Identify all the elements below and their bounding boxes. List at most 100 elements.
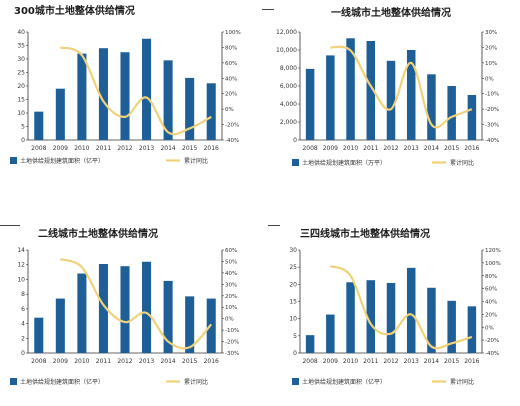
x-tick-label: 2015 [182, 145, 197, 152]
y-tick-label: 10 [17, 276, 25, 283]
chart-svg: 0 5 10 15 20 25 30 35 40 -40% -20% 0% 20% 40% 60% 80% 10… [10, 29, 241, 165]
x-tick-label: 2008 [31, 145, 46, 152]
y2-tick-label: -10% [225, 328, 239, 334]
chart-panel-300-cities: 300城市土地整体供给情况 0 5 10 15 20 25 30 35 40 -40% -20% 0%… [0, 0, 255, 200]
y2-tick-label: 0% [485, 76, 494, 82]
x-tick-label: 2008 [31, 358, 46, 365]
legend-bar-swatch [10, 157, 17, 164]
legend-line-label: 累计同比 [184, 378, 208, 386]
y2-tick-label: -40% [225, 138, 239, 144]
bar [206, 83, 216, 140]
legend-bar-label: 土地供给规划建筑面积（亿平） [20, 157, 104, 165]
yoy-line [329, 265, 473, 350]
corner-rule-right [268, 225, 280, 226]
y2-tick-label: 40% [225, 76, 237, 82]
x-tick-label: 2016 [464, 145, 479, 152]
y2-tick-label: -20% [225, 340, 239, 346]
bar [406, 50, 416, 140]
x-tick-label: 2013 [404, 358, 419, 365]
y-tick-label: 6 [21, 306, 25, 313]
y-tick-label: 14 [17, 247, 25, 254]
bar [467, 95, 477, 140]
x-tick-label: 2016 [204, 358, 219, 365]
y2-tick-label: 30% [485, 30, 497, 36]
x-tick-label: 2009 [53, 145, 68, 152]
x-tick-label: 2009 [323, 145, 338, 152]
y2-tick-label: 40% [225, 271, 237, 277]
y2-tick-label: 80% [485, 274, 497, 280]
x-tick-label: 2015 [444, 145, 459, 152]
y-tick-label: 8,000 [280, 65, 297, 72]
yoy-line [59, 258, 213, 350]
chart-panel-tier2-cities: 二线城市土地整体供给情况 0 2 4 6 8 10 12 14 -30% -20% -10% 0% 10… [0, 205, 255, 406]
x-tick-label: 2012 [117, 145, 132, 152]
legend-bar-label: 土地供给规划建筑面积（亿平） [302, 378, 386, 386]
y2-tick-label: 0% [225, 317, 234, 323]
bar [305, 68, 315, 140]
x-tick-label: 2014 [424, 145, 439, 152]
y-tick-label: 2 [21, 335, 25, 342]
x-tick-label: 2012 [383, 358, 398, 365]
y-tick-label: 5 [293, 333, 297, 340]
x-tick-label: 2008 [302, 358, 317, 365]
y-tick-label: 10 [289, 316, 297, 323]
corner-rule-left [0, 225, 20, 226]
y2-tick-label: 80% [225, 45, 237, 51]
x-tick-label: 2010 [74, 358, 89, 365]
y2-tick-label: -40% [485, 351, 499, 357]
bar [427, 74, 436, 140]
chart-svg: 0 2 4 6 8 10 12 14 -30% -20% -10% 0% 10% 20% 30% 40% 50%… [10, 247, 239, 386]
bar [55, 298, 65, 353]
bar [185, 77, 195, 140]
y-tick-label: 0 [21, 350, 25, 357]
legend-bar-swatch [292, 378, 299, 385]
bar [366, 41, 376, 140]
y-tick-label: 20 [289, 281, 297, 288]
y2-tick-label: 60% [225, 61, 237, 67]
legend-bar-swatch [10, 378, 17, 385]
bar [447, 86, 456, 140]
bar [120, 266, 130, 353]
bar [185, 296, 195, 353]
y2-tick-label: -30% [485, 123, 499, 129]
bar [447, 300, 456, 353]
corner-rule-top-right [262, 9, 274, 10]
bar [77, 53, 87, 140]
chart-title: 300城市土地整体供给情况 [14, 6, 135, 17]
x-tick-label: 2014 [160, 358, 175, 365]
bar [142, 38, 152, 140]
x-tick-label: 2014 [160, 145, 175, 152]
y2-tick-label: 20% [485, 312, 497, 318]
bar [142, 261, 152, 353]
bar [120, 52, 130, 140]
y-tick-label: 25 [289, 264, 297, 271]
y2-tick-label: 50% [225, 259, 237, 265]
y2-tick-label: 20% [485, 45, 497, 51]
legend-line-label: 累计同比 [450, 159, 474, 167]
y2-tick-label: 100% [225, 30, 241, 36]
y2-tick-label: 0% [485, 325, 494, 331]
y-tick-label: 6,000 [280, 83, 297, 90]
yoy-line [59, 46, 212, 136]
y-tick-label: 8 [21, 291, 25, 298]
x-tick-label: 2011 [96, 358, 111, 365]
y-tick-label: 10,000 [276, 47, 297, 54]
bar [386, 60, 396, 140]
legend-line-label: 累计同比 [450, 378, 474, 386]
bar [34, 317, 44, 353]
y2-tick-label: -10% [485, 92, 499, 98]
x-tick-label: 2012 [117, 358, 132, 365]
x-tick-label: 2011 [363, 145, 378, 152]
y2-tick-label: -20% [225, 123, 239, 129]
bar [34, 111, 44, 140]
y-tick-label: 0 [293, 350, 297, 357]
x-tick-label: 2010 [343, 358, 358, 365]
legend-bar-label: 土地供给规划建筑面积（万平） [302, 159, 386, 167]
bar [346, 282, 355, 353]
y-tick-label: 30 [289, 247, 297, 254]
y2-tick-label: -20% [485, 338, 499, 344]
bar [427, 287, 436, 353]
bar [386, 282, 396, 353]
chart-title: 二线城市土地整体供给情况 [38, 229, 158, 240]
x-tick-label: 2016 [464, 358, 479, 365]
